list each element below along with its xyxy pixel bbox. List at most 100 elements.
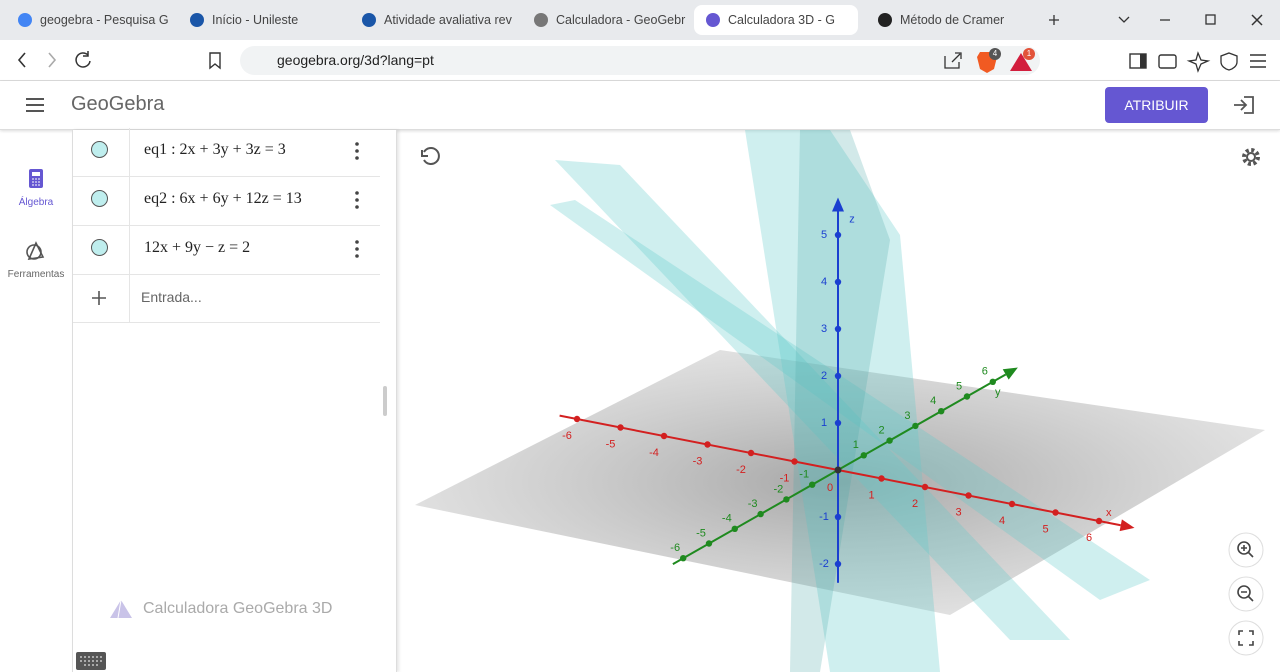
- axis-label: z: [849, 213, 855, 225]
- axis-tick-label: -5: [696, 527, 706, 539]
- graphics-3d[interactable]: x-6-5-4-3-2-1123456y-6-5-4-3-2-1123456z-…: [396, 130, 1280, 672]
- tab-title: Calculadora - GeoGebr: [556, 13, 686, 27]
- equation: eq2 : 6x + 6y + 12z = 13: [144, 190, 302, 207]
- window-controls: [1049, 14, 1263, 26]
- plane: [555, 160, 1070, 640]
- axis-tick-label: 2: [912, 498, 918, 510]
- input-row[interactable]: Entrada...: [73, 274, 380, 323]
- tab-title: Calculadora 3D - G: [728, 13, 835, 27]
- axis-tick: [791, 458, 798, 465]
- axis-tick-label: -1: [819, 511, 829, 523]
- tab-title: Início - Unileste: [212, 13, 299, 27]
- axis-tick: [573, 415, 581, 423]
- assign-button[interactable]: ATRIBUIR: [1105, 87, 1208, 123]
- axis-arrow: [832, 197, 844, 212]
- axis-tick-label: 6: [982, 366, 988, 378]
- tab-bar: geogebra - Pesquisa G Início - Unileste At…: [0, 0, 1280, 40]
- axis-tick: [912, 422, 919, 430]
- axis-tick-label: -6: [670, 542, 680, 554]
- axis-tick: [1008, 500, 1016, 508]
- nav-icons[interactable]: [0, 40, 240, 80]
- tab-title: Atividade avaliativa rev: [384, 13, 512, 27]
- zoom-controls[interactable]: [1228, 532, 1264, 656]
- tab[interactable]: geogebra - Pesquisa G: [6, 5, 170, 35]
- axis-tick: [757, 510, 764, 518]
- resize-handle[interactable]: [383, 386, 387, 416]
- tools-icon[interactable]: [24, 238, 48, 262]
- axis-tick-label: 4: [821, 276, 827, 288]
- origin-label: 0: [827, 482, 833, 494]
- logo[interactable]: GeoGebra: [71, 93, 165, 115]
- sidebar-label[interactable]: Álgebra: [18, 197, 54, 208]
- axis-tick: [809, 481, 816, 488]
- axis-tick: [989, 378, 996, 385]
- axis-tick: [834, 560, 842, 568]
- algebra-panel: eq1 : 2x + 3y + 3z = 3 eq2 : 6x + 6y + 12…: [72, 128, 397, 672]
- visibility-toggle[interactable]: [91, 239, 108, 256]
- tab[interactable]: Calculadora - GeoGebr: [522, 5, 686, 35]
- axis-tick-label: -6: [562, 430, 572, 442]
- axis-label: x: [1106, 507, 1112, 519]
- tab-title: Método de Cramer: [900, 13, 1005, 27]
- algebra-icon[interactable]: [26, 168, 48, 190]
- tab[interactable]: Atividade avaliativa rev: [350, 5, 514, 35]
- visibility-toggle[interactable]: [91, 190, 108, 207]
- sidebar-label[interactable]: Ferramentas: [7, 269, 65, 280]
- axis-tick: [878, 475, 885, 482]
- visibility-toggle[interactable]: [91, 141, 108, 158]
- axis-tick-label: -3: [693, 455, 703, 467]
- menu-dot: [355, 156, 359, 160]
- axis-tick: [834, 231, 842, 239]
- tab-icon: [706, 13, 720, 27]
- axis-tick: [704, 441, 711, 448]
- axis-tick: [1052, 509, 1059, 516]
- axis-tick: [783, 496, 790, 503]
- axis-tick: [886, 437, 893, 444]
- axis-tick-label: 3: [821, 323, 827, 335]
- xy-plane: [415, 350, 1265, 615]
- menu-icon[interactable]: [24, 96, 48, 114]
- app-header: [0, 81, 1280, 130]
- axis-tick: [834, 372, 842, 380]
- plus-icon[interactable]: [91, 290, 107, 306]
- axis-tick-label: -1: [780, 472, 790, 484]
- login-icon[interactable]: [1232, 94, 1256, 116]
- axis-tick: [834, 419, 842, 427]
- axis-tick: [731, 525, 738, 532]
- row-menu[interactable]: [355, 142, 359, 160]
- tab[interactable]: Início - Unileste: [178, 5, 342, 35]
- row-menu[interactable]: [355, 240, 359, 258]
- axis-tick-label: -4: [649, 447, 659, 459]
- url-field[interactable]: geogebra.org/3d?lang=pt: [240, 46, 1040, 75]
- axis-tick-label: 4: [930, 395, 936, 407]
- axis-tick: [660, 432, 668, 440]
- plane: [550, 200, 1150, 600]
- axis-line: [837, 469, 1121, 527]
- plane: [745, 130, 940, 672]
- axis-tick-label: 4: [999, 515, 1005, 527]
- tab[interactable]: Calculadora 3D - G: [694, 5, 858, 35]
- settings-icon[interactable]: [1242, 148, 1260, 166]
- keyboard-icon[interactable]: [75, 650, 107, 672]
- axis-tick: [938, 408, 945, 415]
- menu-dot: [355, 240, 359, 244]
- axis-arrow: [1002, 367, 1018, 380]
- axis-tick: [963, 393, 971, 400]
- tab[interactable]: Método de Cramer: [866, 5, 1030, 35]
- axis-tick-label: -1: [799, 469, 809, 481]
- axis-tick-label: -2: [774, 483, 784, 495]
- axis-tick-label: -4: [722, 513, 732, 525]
- algebra-row: 12x + 9y − z = 2: [73, 226, 380, 275]
- row-menu[interactable]: [355, 191, 359, 209]
- axis-tick-label: 2: [879, 425, 885, 437]
- equation: 12x + 9y − z = 2: [144, 239, 251, 256]
- axis-tick: [834, 513, 842, 521]
- plane: [790, 130, 890, 672]
- axis-tick-label: 1: [868, 489, 874, 501]
- separator: [129, 128, 130, 176]
- axis-tick-label: 6: [1086, 532, 1092, 544]
- axis-tick-label: 3: [955, 506, 961, 518]
- undo-icon[interactable]: [421, 147, 440, 165]
- menu-dot: [355, 142, 359, 146]
